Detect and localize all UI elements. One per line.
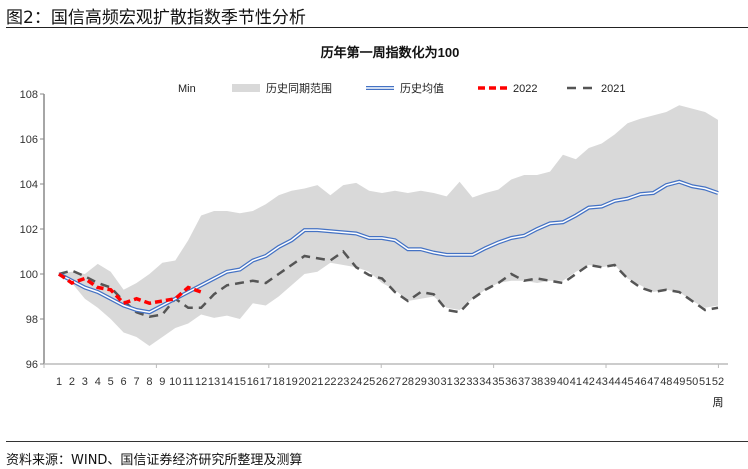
x-tick-label: 32: [453, 376, 465, 388]
figure-title: 图2：国信高频宏观扩散指数季节性分析: [6, 8, 306, 28]
x-tick-label: 29: [415, 376, 427, 388]
x-tick-label: 10: [169, 376, 181, 388]
x-tick-label: 37: [518, 376, 530, 388]
x-tick-label: 39: [544, 376, 556, 388]
x-tick-label: 38: [531, 376, 543, 388]
chart-title: 历年第一周指数化为100: [321, 45, 460, 60]
x-tick-label: 1: [56, 376, 62, 388]
legend-label-range: 历史同期范围: [266, 81, 332, 95]
x-tick-label: 27: [389, 376, 401, 388]
y-tick-label: 96: [26, 359, 38, 371]
x-tick-label: 12: [195, 376, 207, 388]
y-tick-label: 104: [20, 179, 38, 191]
x-tick-label: 30: [428, 376, 440, 388]
series-2022-line: [57, 272, 202, 306]
footer-divider: [6, 441, 748, 442]
x-tick-label: 49: [673, 376, 685, 388]
x-tick-label: 17: [260, 376, 272, 388]
x-tick-label: 41: [570, 376, 582, 388]
legend-label-mean: 历史均值: [400, 82, 444, 95]
x-tick-label: 20: [298, 376, 310, 388]
legend-label-2022: 2022: [513, 83, 537, 95]
y-tick-label: 106: [20, 134, 38, 146]
x-tick-label: 33: [466, 376, 478, 388]
x-tick-label: 44: [609, 376, 621, 388]
x-tick-label: 6: [121, 376, 127, 388]
x-tick-label: 40: [557, 376, 569, 388]
x-tick-label: 52: [712, 376, 724, 388]
x-tick-label: 18: [273, 376, 285, 388]
x-tick-label: 4: [95, 376, 101, 388]
x-tick-label: 24: [350, 376, 362, 388]
x-tick-label: 46: [634, 376, 646, 388]
x-tick-label: 23: [337, 376, 349, 388]
x-tick-label: 5: [108, 376, 114, 388]
x-tick-label: 13: [208, 376, 220, 388]
source-note: 资料来源：WIND、国信证券经济研究所整理及测算: [6, 453, 303, 468]
x-tick-label: 8: [146, 376, 152, 388]
x-tick-label: 14: [221, 376, 233, 388]
y-tick-label: 102: [20, 224, 38, 236]
x-tick-label: 26: [376, 376, 388, 388]
x-tick-label: 48: [660, 376, 672, 388]
legend-label-2021: 2021: [601, 83, 625, 95]
header-divider: [6, 27, 748, 28]
legend-label-min: Min: [178, 83, 196, 95]
x-tick-label: 47: [647, 376, 659, 388]
y-tick-label: 100: [20, 269, 38, 281]
x-tick-label: 35: [492, 376, 504, 388]
legend-swatch-range: [232, 84, 260, 92]
x-tick-label: 7: [133, 376, 139, 388]
range-band: [59, 105, 718, 346]
x-tick-label: 50: [686, 376, 698, 388]
x-tick-label: 16: [247, 376, 259, 388]
x-tick-label: 11: [183, 376, 194, 388]
x-tick-label: 45: [621, 376, 633, 388]
x-tick-label: 22: [324, 376, 336, 388]
x-tick-label: 21: [311, 376, 323, 388]
x-axis-label: 周: [713, 396, 724, 409]
x-tick-label: 15: [234, 376, 246, 388]
x-tick-label: 3: [82, 376, 88, 388]
x-tick-label: 42: [583, 376, 595, 388]
x-tick-label: 36: [505, 376, 517, 388]
x-tick-label: 9: [159, 376, 165, 388]
series-mean-line-inner: [58, 180, 719, 314]
x-tick-label: 31: [441, 376, 453, 388]
x-tick-label: 34: [479, 376, 491, 388]
x-tick-label: 43: [596, 376, 608, 388]
x-tick-label: 25: [363, 376, 375, 388]
x-tick-label: 2: [69, 376, 75, 388]
legend: Min 历史同期范围 历史均值 2022 2021: [178, 81, 625, 95]
y-tick-label: 98: [26, 314, 38, 326]
x-tick-label: 19: [285, 376, 297, 388]
x-tick-label: 28: [402, 376, 414, 388]
x-tick-label: 51: [699, 376, 711, 388]
y-tick-label: 108: [20, 89, 38, 101]
series-2021-line: [58, 249, 719, 319]
